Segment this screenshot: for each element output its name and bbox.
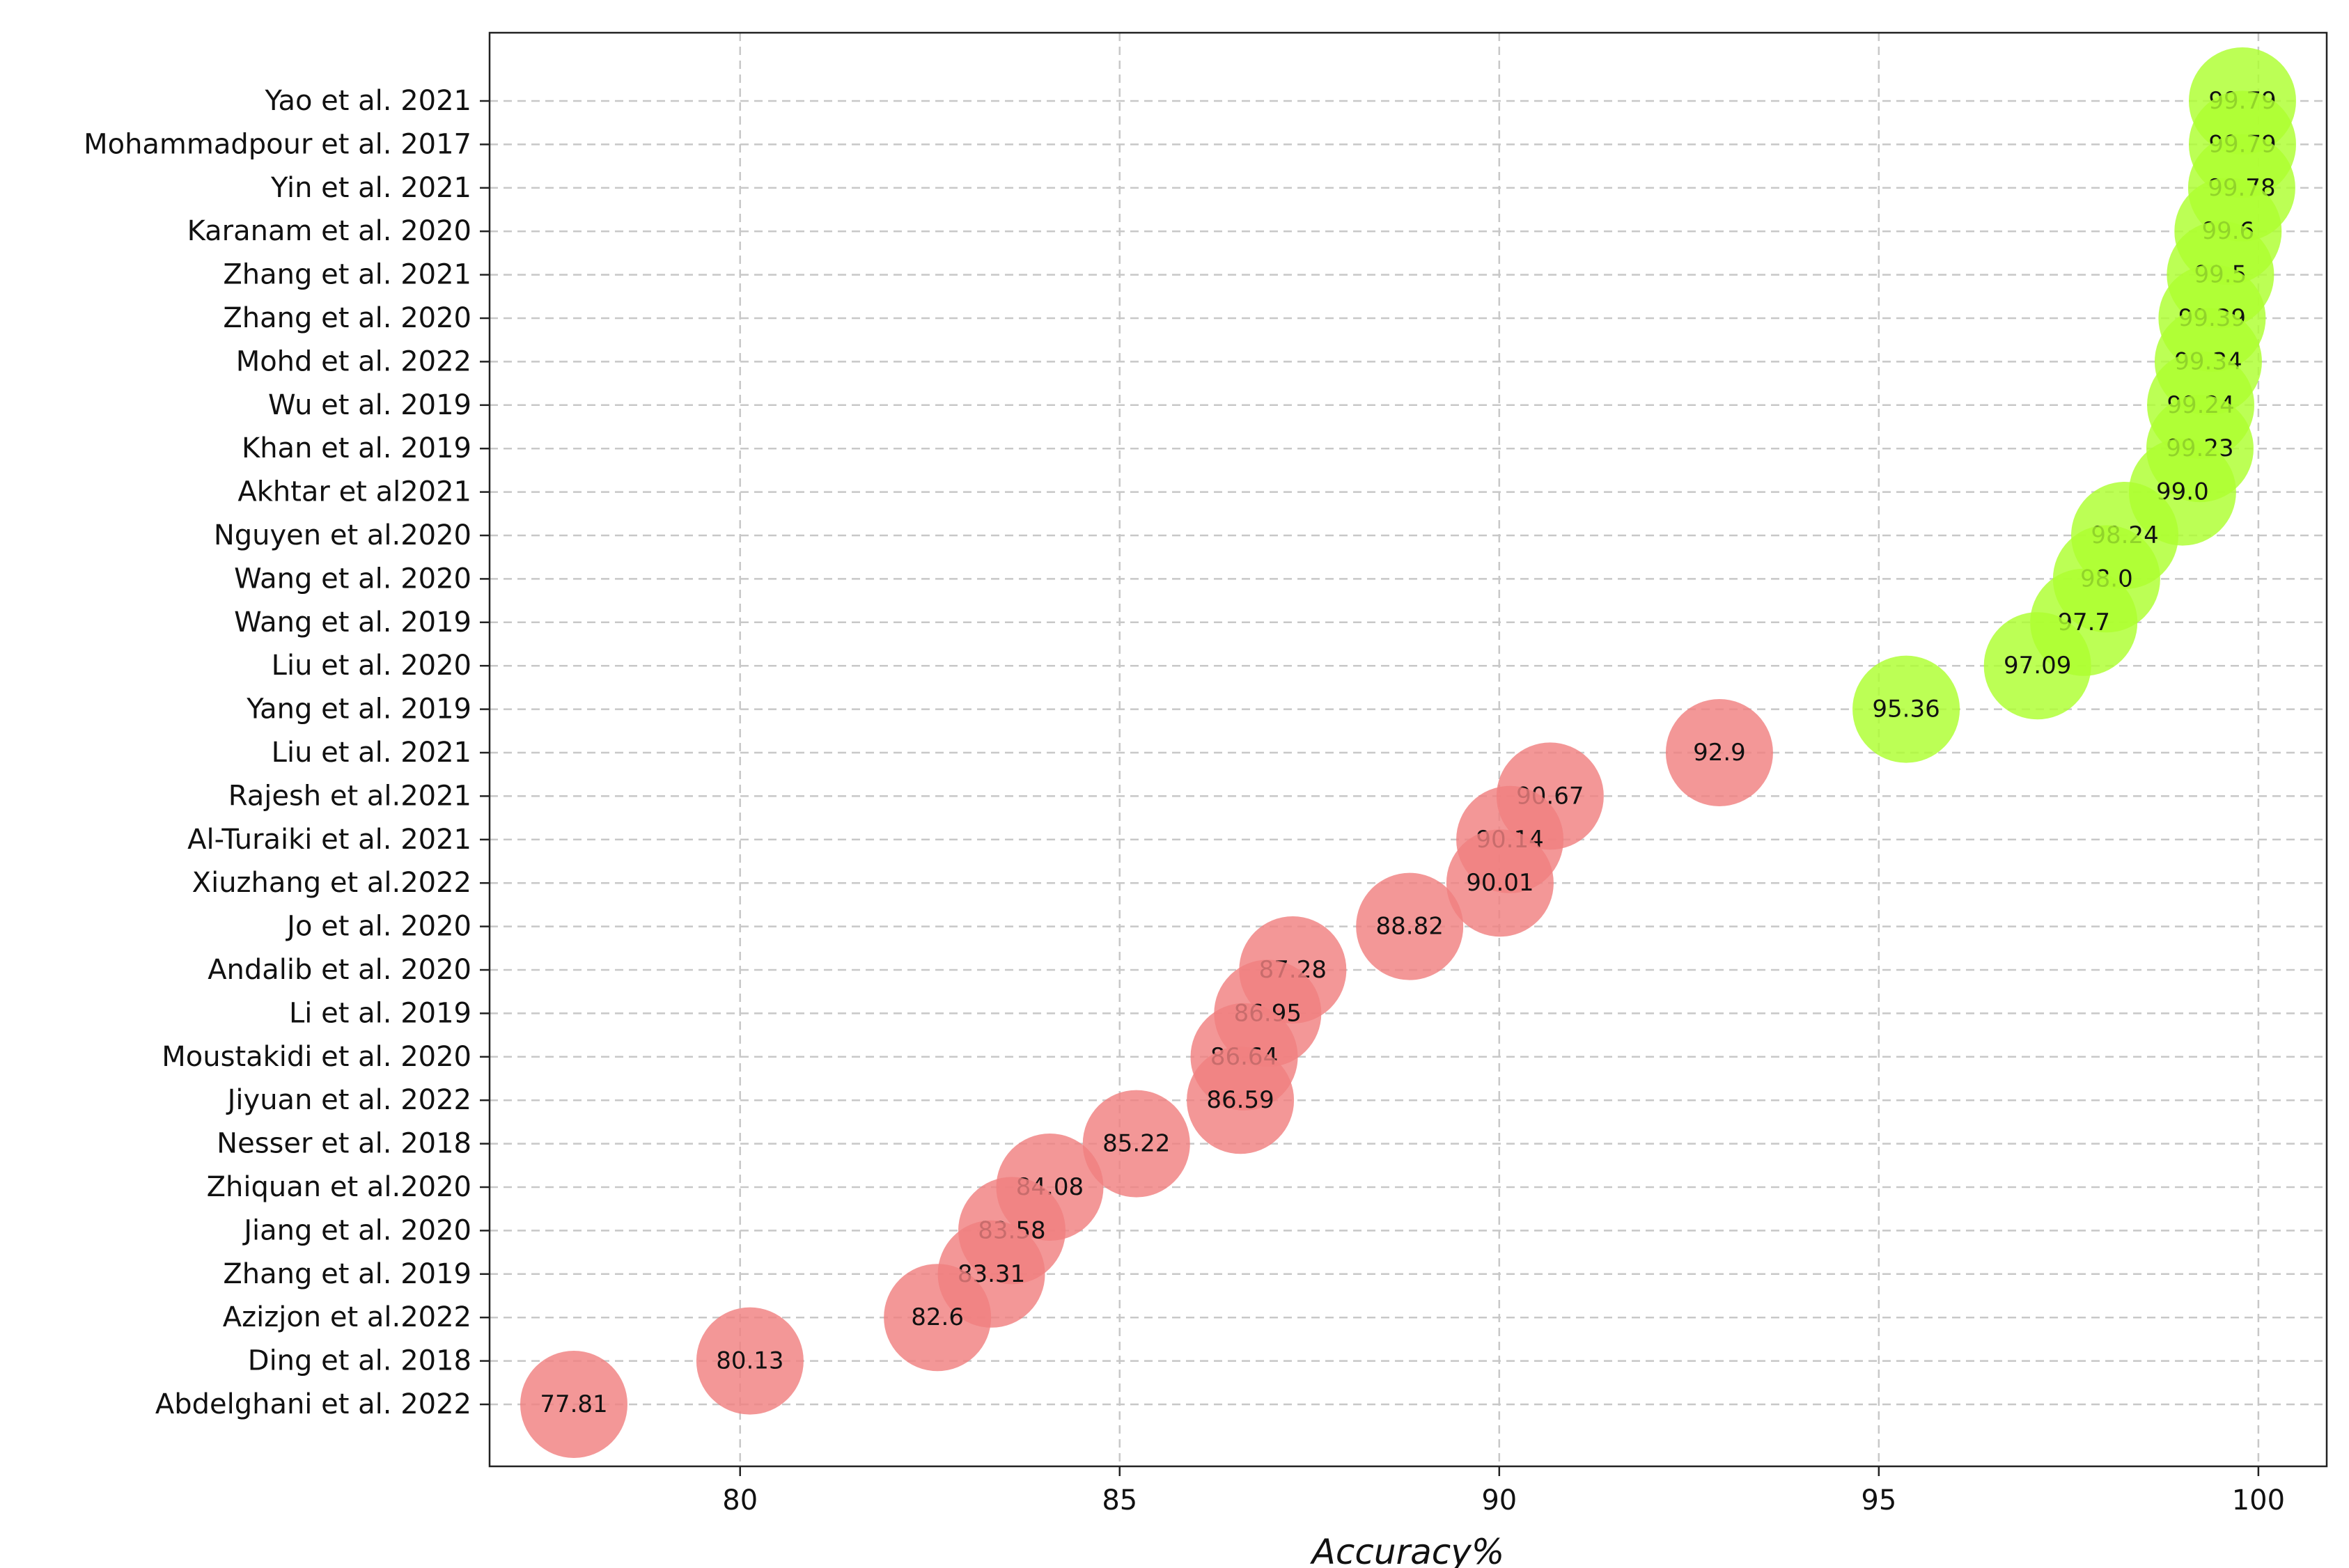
x-tick-label: 100 — [2232, 1484, 2285, 1516]
y-tick-label: Ding et al. 2018 — [248, 1345, 471, 1377]
bubble-point — [1983, 612, 2091, 720]
bubble-point — [1446, 829, 1554, 937]
y-tick-label: Wu et al. 2019 — [268, 389, 471, 421]
bubble-value-label: 82.6 — [911, 1303, 964, 1331]
x-axis-title: Accuracy% — [1310, 1532, 1505, 1568]
bubble-point — [1356, 872, 1464, 980]
y-tick-label: Jiang et al. 2020 — [242, 1214, 471, 1246]
bubble-value-label: 95.36 — [1872, 696, 1940, 723]
y-tick-label: Yin et al. 2021 — [270, 172, 471, 204]
y-tick-label: Jo et al. 2020 — [285, 911, 471, 943]
y-tick-label: Jiyuan et al. 2022 — [226, 1084, 471, 1116]
x-tick-label: 80 — [722, 1484, 758, 1516]
y-tick-label: Zhiquan et al.2020 — [207, 1171, 471, 1203]
bubble-value-label: 97.09 — [2004, 652, 2071, 680]
y-tick-label: Khan et al. 2019 — [242, 432, 471, 464]
bubble-point — [1082, 1090, 1190, 1198]
y-tick-label: Zhang et al. 2019 — [223, 1258, 471, 1290]
y-tick-label: Karanam et al. 2020 — [187, 215, 471, 247]
y-tick-label: Andalib et al. 2020 — [208, 954, 471, 986]
y-tick-label: Yang et al. 2019 — [246, 693, 471, 726]
y-tick-label: Abdelghani et al. 2022 — [155, 1388, 471, 1420]
y-tick-label: Akhtar et al2021 — [237, 476, 471, 508]
y-tick-label: Mohammadpour et al. 2017 — [84, 128, 471, 160]
y-axis-ticks: Yao et al. 2021 Mohammadpour et al. 2017 Y… — [84, 85, 490, 1420]
x-tick-label: 95 — [1861, 1484, 1896, 1516]
y-tick-label: Yao et al. 2021 — [265, 85, 471, 117]
y-tick-label: Liu et al. 2020 — [272, 650, 471, 682]
y-tick-label: Rajesh et al.2021 — [228, 780, 471, 812]
y-tick-label: Zhang et al. 2021 — [223, 259, 471, 291]
bubble-value-label: 86.59 — [1206, 1086, 1274, 1114]
y-tick-label: Al-Turaiki et al. 2021 — [187, 824, 471, 856]
y-tick-label: Nguyen et al.2020 — [214, 519, 471, 551]
y-tick-label: Liu et al. 2021 — [272, 737, 471, 769]
y-tick-label: Xiuzhang et al.2022 — [192, 867, 471, 899]
bubble-point — [1665, 699, 1773, 806]
y-tick-label: Nesser et al. 2018 — [217, 1128, 471, 1160]
bubble-point — [1852, 655, 1960, 763]
y-tick-label: Wang et al. 2020 — [234, 563, 471, 595]
bubble-point — [696, 1307, 804, 1415]
bubble-point — [884, 1264, 992, 1372]
bubble-value-label: 90.01 — [1466, 869, 1534, 897]
bubble-point — [1187, 1046, 1295, 1154]
grid-lines — [490, 33, 2327, 1466]
bubble-value-label: 77.81 — [540, 1390, 607, 1418]
y-tick-label: Mohd et al. 2022 — [236, 345, 471, 377]
x-axis-ticks: 80 85 90 95 100 — [722, 1466, 2285, 1516]
bubble-point — [520, 1351, 627, 1458]
bubble-value-label: 92.9 — [1693, 739, 1746, 767]
bubble-value-label: 80.13 — [716, 1347, 783, 1375]
bubble-value-label: 88.82 — [1376, 913, 1444, 941]
y-tick-label: Wang et al. 2019 — [234, 606, 471, 638]
x-tick-label: 85 — [1102, 1484, 1137, 1516]
y-tick-label: Zhang et al. 2020 — [223, 302, 471, 334]
plot-frame — [488, 31, 2328, 1468]
y-tick-label: Li et al. 2019 — [289, 997, 471, 1029]
y-tick-label: Moustakidi et al. 2020 — [162, 1041, 471, 1073]
bubble-value-label: 85.22 — [1102, 1130, 1170, 1158]
x-tick-label: 90 — [1481, 1484, 1517, 1516]
bubble-series: 99.7999.7999.7899.699.599.3999.3499.2499… — [520, 47, 2297, 1458]
y-tick-label: Azizjon et al.2022 — [223, 1301, 471, 1333]
